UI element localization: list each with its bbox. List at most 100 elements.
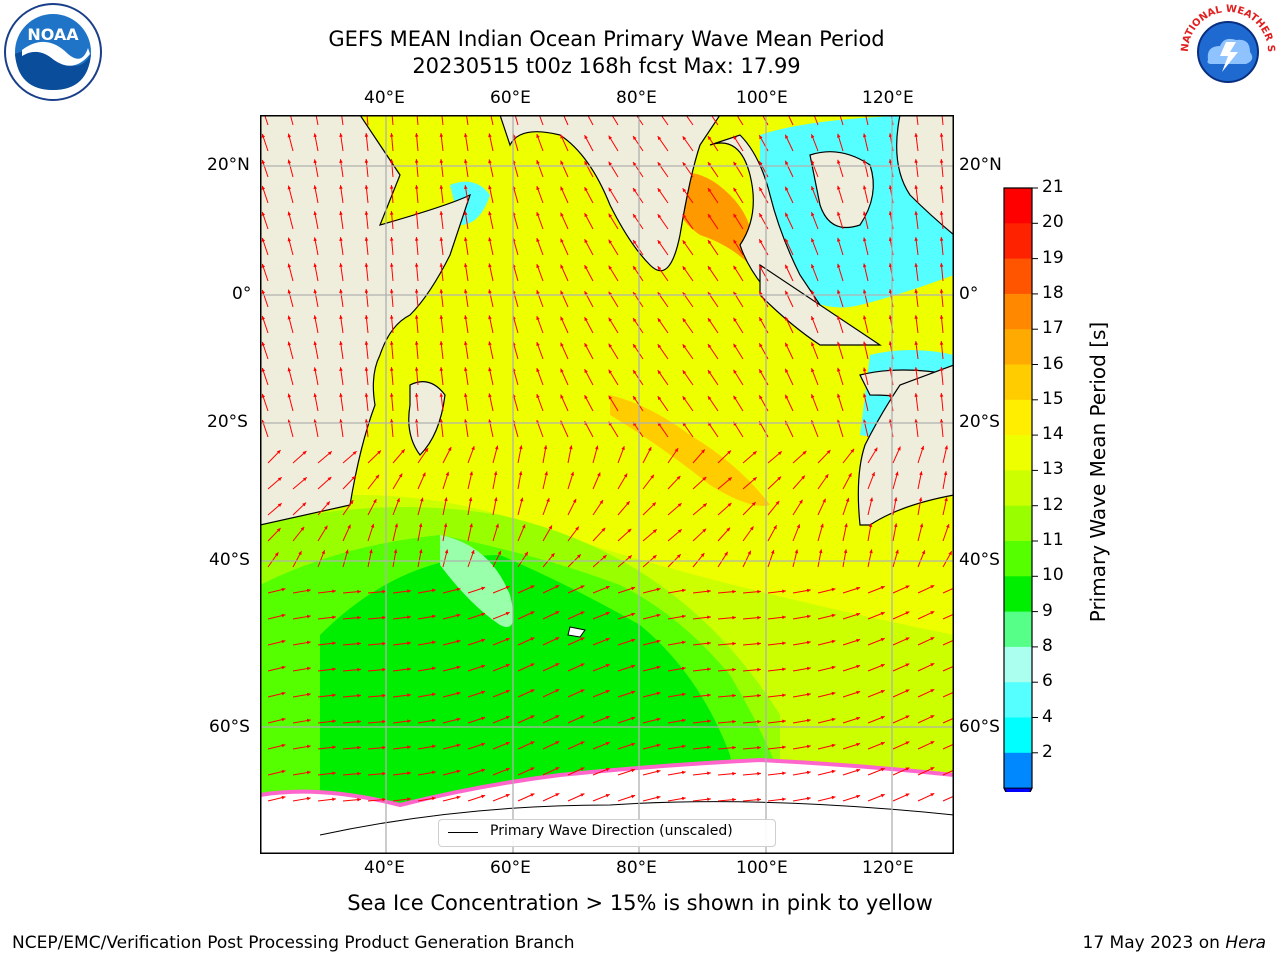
wave-arrow-head (339, 419, 343, 423)
wave-arrow-head (869, 549, 873, 554)
wave-arrow-head (733, 343, 737, 348)
wave-arrow-head (313, 289, 318, 294)
wave-arrow-head (811, 238, 815, 243)
wave-arrow-head (822, 498, 826, 503)
wave-arrow-head (306, 614, 311, 619)
wave-arrow-shaft (685, 115, 694, 126)
wave-arrow-head (357, 693, 361, 698)
wave-arrow-head (530, 663, 535, 667)
wave-arrow-head (302, 477, 307, 482)
wave-arrow-head (831, 691, 836, 696)
wave-arrow-head (608, 265, 613, 270)
wave-arrow-head (656, 613, 661, 618)
wave-arrow-head (377, 450, 381, 455)
wave-arrow-head (560, 342, 564, 347)
lat-label-right: 60°S (959, 717, 1000, 737)
wave-arrow-head (843, 549, 848, 554)
wave-arrow-head (856, 586, 861, 591)
wave-arrow-head (770, 549, 775, 554)
wave-arrow-head (652, 502, 656, 507)
wave-arrow-head (302, 451, 307, 455)
wave-arrow-head (930, 793, 935, 797)
wave-arrow-head (306, 692, 311, 697)
wave-arrow-head (580, 585, 585, 589)
wave-arrow-head (505, 793, 510, 798)
wave-arrow-head (759, 213, 763, 218)
wave-arrow-head (530, 611, 535, 615)
wave-arrow-head (494, 445, 499, 450)
colorbar-tick-label: 9 (1042, 600, 1053, 621)
wave-arrow-head (707, 745, 711, 750)
wave-arrow-head (652, 555, 657, 559)
wave-arrow-head (824, 474, 829, 479)
wave-arrow-head (681, 744, 686, 749)
colorbar-tick-label: 10 (1042, 565, 1064, 586)
wave-arrow-head (560, 186, 564, 191)
wave-arrow-head (327, 451, 332, 456)
wave-arrow-head (880, 612, 885, 616)
wave-arrow-head (364, 185, 369, 189)
wave-arrow-head (313, 185, 318, 190)
wave-arrow-head (707, 589, 711, 594)
wave-arrow-head (401, 449, 405, 454)
wave-arrow-head (407, 797, 411, 802)
wave-arrow-head (862, 237, 867, 242)
wave-arrow-head (806, 640, 811, 645)
wave-arrow-head (431, 666, 436, 671)
wave-arrow-head (605, 741, 610, 746)
wave-arrow-head (407, 693, 411, 698)
wave-arrow-head (707, 240, 712, 245)
wave-arrow-head (439, 237, 444, 241)
wave-arrow-head (277, 477, 282, 481)
wave-arrow-head (837, 133, 841, 138)
wave-arrow-head (389, 263, 394, 267)
wave-arrow-head (944, 497, 948, 502)
wave-arrow-head (921, 550, 926, 555)
wave-arrow-head (759, 239, 763, 244)
wave-arrow-head (445, 471, 450, 476)
wave-arrow-head (414, 185, 419, 189)
wave-arrow-head (431, 640, 436, 645)
wave-arrow-head (439, 315, 444, 319)
wave-arrow-head (633, 213, 637, 218)
wave-arrow-head (856, 690, 861, 695)
wave-arrow-head (608, 135, 613, 140)
wave-arrow-head (339, 263, 343, 267)
lon-label-top: 80°E (616, 88, 657, 108)
wave-arrow-head (444, 549, 449, 554)
wave-arrow-head (914, 263, 919, 267)
wave-arrow-head (757, 641, 761, 646)
wave-arrow-head (332, 693, 336, 698)
wave-arrow-head (488, 237, 492, 242)
wave-arrow-head (584, 213, 588, 218)
wave-arrow-head (471, 550, 475, 554)
lon-label-top: 60°E (490, 88, 531, 108)
wave-arrow-head (759, 187, 763, 192)
wave-arrow-head (313, 263, 318, 268)
antarctic-ice (260, 760, 954, 854)
wave-arrow-head (880, 768, 885, 772)
wave-arrow-head (676, 475, 681, 480)
wave-arrow-head (837, 367, 841, 372)
wave-arrow-head (580, 637, 585, 641)
wave-arrow-head (811, 342, 815, 347)
wave-arrow-head (605, 715, 610, 720)
wave-arrow-head (439, 341, 444, 345)
wave-arrow-head (733, 239, 737, 244)
wave-arrow-head (759, 343, 763, 348)
wave-arrow-head (306, 718, 311, 723)
wave-arrow-head (785, 186, 789, 191)
wave-arrow-head (546, 498, 550, 503)
wave-arrow-head (782, 745, 786, 750)
wave-arrow-head (831, 717, 836, 722)
wave-arrow-head (732, 797, 736, 802)
wave-arrow-head (633, 187, 637, 192)
wave-arrow-head (439, 393, 444, 397)
wave-arrow-head (488, 419, 492, 424)
wave-arrow-head (481, 586, 486, 591)
wave-arrow-head (580, 689, 585, 693)
wave-arrow-head (905, 585, 910, 589)
wave-arrow-head (681, 614, 686, 619)
lat-label-left: 20°S (207, 412, 248, 432)
wave-arrow-head (674, 448, 679, 453)
